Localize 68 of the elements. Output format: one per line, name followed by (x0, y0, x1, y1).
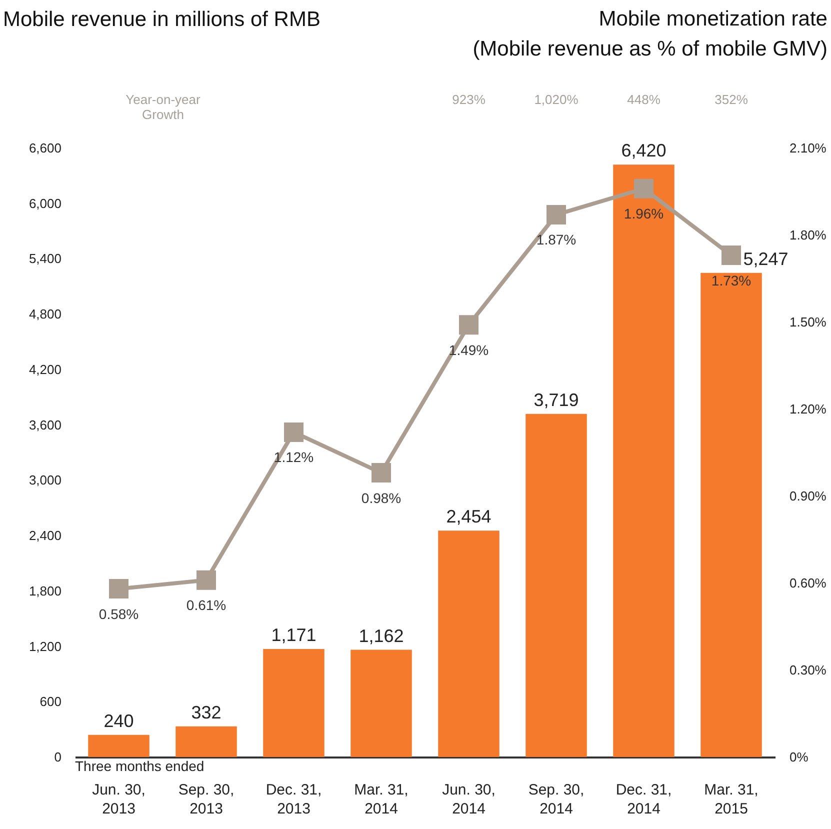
point (109, 579, 128, 599)
text: Mobile revenue in millions of RMB (3, 8, 320, 31)
data-label: 1.73% (711, 272, 752, 288)
point (372, 463, 391, 483)
data-label: 6,420 (621, 140, 666, 161)
y2-tick-label: 2.10% (790, 140, 827, 156)
data-label: 2,454 (446, 506, 492, 527)
text: 1,020% (534, 92, 579, 107)
data-label: 240 (104, 710, 134, 731)
y-tick-label: 5,400 (28, 251, 62, 266)
y-tick-label: 600 (40, 694, 62, 710)
y2-axis-title: Mobile monetization rate (Mobile revenue as % of mobile GMV) (472, 8, 828, 60)
data-label: 0.58% (98, 606, 139, 622)
text: 448% (627, 92, 661, 107)
y2-tick-label: 0.60% (790, 576, 827, 590)
y-tick-label: 3,000 (28, 472, 62, 488)
y-tick-label: 6,600 (28, 140, 62, 156)
bar (438, 530, 500, 757)
data-label: 1.12% (274, 449, 314, 466)
data-label: 1.49% (448, 342, 489, 358)
data-label: 0.98% (361, 490, 402, 506)
x-tick-label: Mar. 31, 2014 (354, 782, 408, 818)
bar (88, 734, 150, 757)
bar (263, 648, 324, 757)
bar (176, 726, 237, 757)
x-tick-label: Dec. 31, 2013 (266, 782, 322, 818)
bar (526, 414, 587, 757)
data-label: 1,171 (271, 624, 316, 645)
data-label: 1,162 (358, 626, 404, 646)
y2-tick-label: 0.30% (790, 662, 827, 678)
y-tick-label: 1,800 (28, 583, 62, 598)
x-tick-label: Mar. 31, 2015 (704, 782, 758, 818)
text: 352% (714, 92, 748, 107)
y-tick-label: 0 (54, 750, 62, 764)
y2-tick-label: 0.90% (790, 488, 827, 504)
y2-tick-label: 1.80% (790, 228, 827, 242)
x-tick-label: Dec. 31, 2014 (616, 782, 672, 818)
point (284, 422, 304, 442)
x-tick-label: Jun. 30, 2013 (92, 782, 146, 818)
x-tick-label: Sep. 30, 2014 (528, 782, 584, 818)
bar (350, 650, 412, 757)
y2-tick-label: 0% (790, 750, 809, 764)
bar (613, 164, 674, 757)
point (722, 246, 741, 266)
y-tick-label: 1,200 (28, 638, 62, 654)
text: 923% (452, 92, 486, 107)
data-label: 3,719 (534, 390, 579, 410)
y-tick-label: 4,200 (28, 362, 62, 377)
data-label: 332 (191, 702, 222, 722)
y2-tick-label: 1.20% (790, 402, 827, 416)
y-tick-label: 2,400 (28, 528, 62, 544)
y2-tick-label: 1.50% (790, 314, 827, 330)
x-tick-label: Sep. 30, 2013 (178, 782, 234, 818)
point (634, 178, 654, 198)
y-tick-label: 4,800 (28, 306, 62, 322)
point (196, 570, 216, 590)
data-label: 1.87% (536, 232, 576, 248)
text: Three months ended (75, 758, 204, 774)
point (546, 204, 566, 224)
text: Year-on-year Growth (126, 92, 201, 122)
y-tick-label: 6,000 (28, 196, 62, 211)
point (459, 315, 478, 335)
x-tick-label: Jun. 30, 2014 (442, 782, 496, 818)
data-label: 1.96% (624, 206, 664, 222)
y-tick-label: 3,600 (28, 417, 62, 432)
bar (700, 272, 762, 757)
data-label: 5,247 (743, 248, 788, 269)
data-label: 0.61% (186, 597, 226, 614)
